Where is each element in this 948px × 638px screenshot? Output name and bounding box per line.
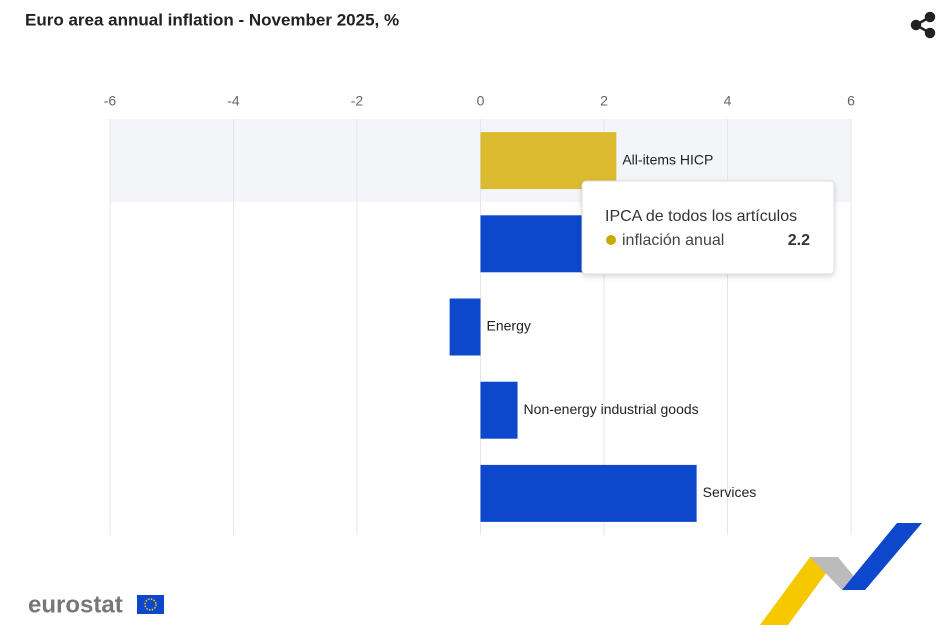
- chart-title: Euro area annual inflation - November 20…: [25, 10, 399, 29]
- category-label: All-items HICP: [622, 151, 713, 167]
- tooltip-value: 2.2: [788, 232, 810, 249]
- x-tick-label: 0: [477, 93, 485, 109]
- x-tick-label: -2: [351, 93, 364, 109]
- bar: [480, 464, 697, 522]
- x-tick-label: 6: [847, 93, 855, 109]
- category-label: Services: [703, 484, 757, 500]
- tooltip-dot: [606, 235, 616, 245]
- ribbon-decoration: [760, 523, 922, 625]
- eu-stars: [144, 598, 157, 611]
- x-tick-label: -4: [227, 93, 240, 109]
- bar: [449, 298, 481, 356]
- x-tick-label: -6: [104, 93, 117, 109]
- tooltip-title: IPCA de todos los artículos: [605, 208, 797, 225]
- x-tick-label: 4: [724, 93, 732, 109]
- share-icon[interactable]: [910, 11, 936, 39]
- logo-text: eurostat: [28, 591, 123, 618]
- eu-flag: [137, 595, 164, 614]
- tooltip: IPCA de todos los artículos inflación an…: [581, 180, 835, 275]
- tooltip-series: inflación anual: [622, 232, 724, 249]
- x-tick-label: 2: [600, 93, 608, 109]
- bar: [480, 381, 518, 439]
- bar: [480, 132, 617, 190]
- category-label: Energy: [487, 318, 531, 334]
- category-label: Non-energy industrial goods: [524, 401, 699, 417]
- tooltip-box: [581, 180, 835, 275]
